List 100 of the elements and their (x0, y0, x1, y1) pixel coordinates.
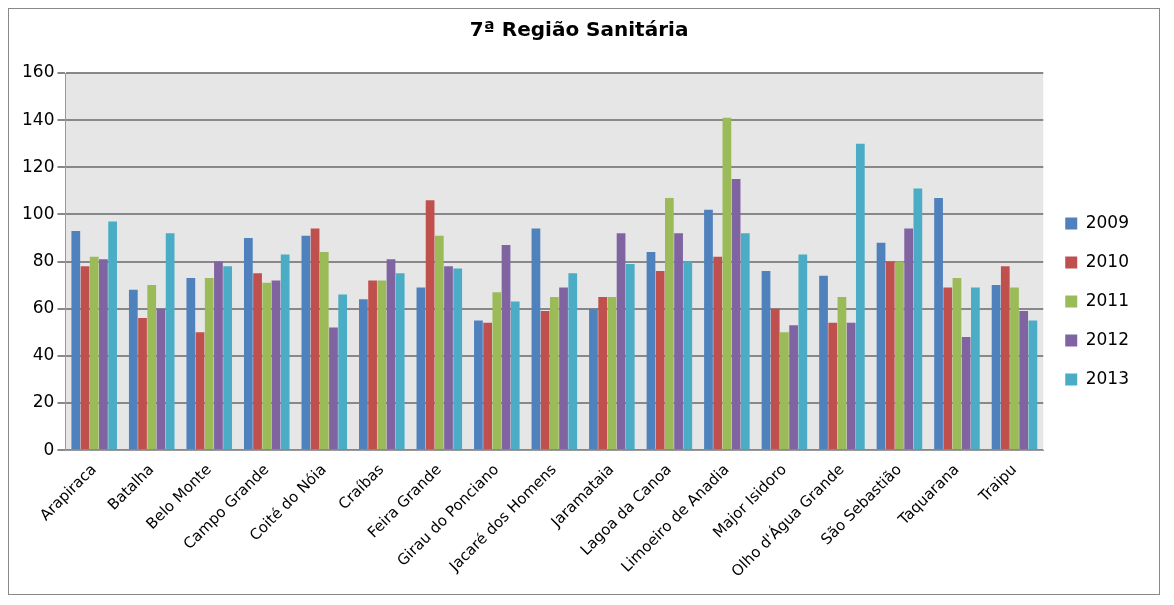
bar (780, 332, 789, 450)
bar (223, 266, 233, 450)
y-tick-label: 140 (21, 108, 55, 129)
bar (722, 117, 732, 450)
bar (1028, 320, 1038, 450)
bar (483, 322, 492, 450)
bar (253, 273, 262, 450)
bar (165, 233, 175, 450)
legend-label: 2012 (1085, 328, 1129, 349)
bar (510, 301, 520, 450)
bar (943, 287, 953, 450)
bar (559, 287, 568, 450)
bar (453, 268, 463, 450)
y-tick-label: 40 (32, 344, 55, 365)
legend-label: 2011 (1085, 289, 1129, 310)
bar (625, 263, 635, 450)
bar (789, 325, 798, 450)
bar (147, 285, 157, 450)
bar (846, 322, 856, 450)
bar (934, 197, 943, 450)
y-tick-label: 160 (21, 61, 55, 82)
bar (713, 256, 723, 450)
bar (655, 270, 665, 450)
legend-label: 2009 (1085, 211, 1129, 232)
bar (828, 322, 838, 450)
bar (434, 235, 444, 450)
bar (819, 275, 828, 450)
bar (368, 280, 377, 450)
bar (195, 332, 205, 450)
bar (531, 228, 541, 450)
bar (876, 242, 886, 450)
bar (301, 235, 311, 450)
bar (444, 266, 453, 450)
bar (904, 228, 914, 450)
bar (395, 273, 405, 450)
bar (895, 261, 904, 450)
bar (616, 233, 626, 450)
bar (1000, 266, 1010, 450)
y-tick-label: 60 (32, 297, 55, 318)
bar (329, 327, 338, 450)
bar (740, 233, 750, 450)
bar (991, 285, 1001, 450)
bar (271, 280, 281, 450)
bar (971, 287, 980, 450)
y-tick-label: 0 (43, 438, 55, 459)
bar (156, 308, 166, 450)
bar (319, 252, 329, 450)
bar (885, 261, 895, 450)
bar (501, 245, 511, 450)
bar (80, 266, 90, 450)
y-tick-label: 120 (21, 155, 55, 176)
bar (359, 299, 368, 450)
bar (204, 278, 214, 450)
bar (1019, 311, 1029, 450)
bar (262, 282, 272, 450)
y-tick-label: 80 (32, 249, 55, 270)
bar (568, 273, 578, 450)
bar (492, 292, 502, 450)
bar (549, 296, 559, 450)
bar (386, 259, 396, 450)
bar (704, 209, 713, 450)
bar (416, 287, 426, 450)
bar (310, 228, 320, 450)
bar (598, 296, 608, 450)
chart-title: 7ª Região Sanitária (469, 17, 689, 42)
bar (280, 254, 290, 450)
bar (961, 336, 971, 450)
bar (731, 179, 741, 450)
bar (837, 296, 847, 450)
legend-label: 2010 (1085, 250, 1129, 271)
bar (71, 230, 81, 450)
bar (855, 143, 865, 450)
y-tick-label: 100 (21, 202, 55, 223)
bar (214, 261, 223, 450)
bar (89, 256, 99, 450)
bar (186, 278, 196, 450)
bar (338, 294, 348, 450)
bar (1010, 287, 1019, 450)
bar (540, 311, 550, 450)
legend-label: 2013 (1085, 367, 1129, 388)
bar (589, 308, 598, 450)
y-tick-label: 20 (32, 391, 55, 412)
bar (243, 237, 253, 450)
bar (607, 296, 617, 450)
bar (913, 188, 923, 450)
bar (674, 233, 683, 450)
bar (665, 197, 674, 450)
bar (138, 318, 147, 450)
bar (128, 289, 138, 450)
bar (425, 200, 435, 450)
bar (770, 308, 780, 450)
bar (108, 221, 117, 450)
bar (474, 320, 483, 450)
bar (798, 254, 808, 450)
bar (761, 270, 771, 450)
bar (952, 278, 962, 450)
bar (377, 280, 387, 450)
bar (683, 261, 693, 450)
bar (99, 259, 108, 450)
bar (646, 252, 656, 450)
